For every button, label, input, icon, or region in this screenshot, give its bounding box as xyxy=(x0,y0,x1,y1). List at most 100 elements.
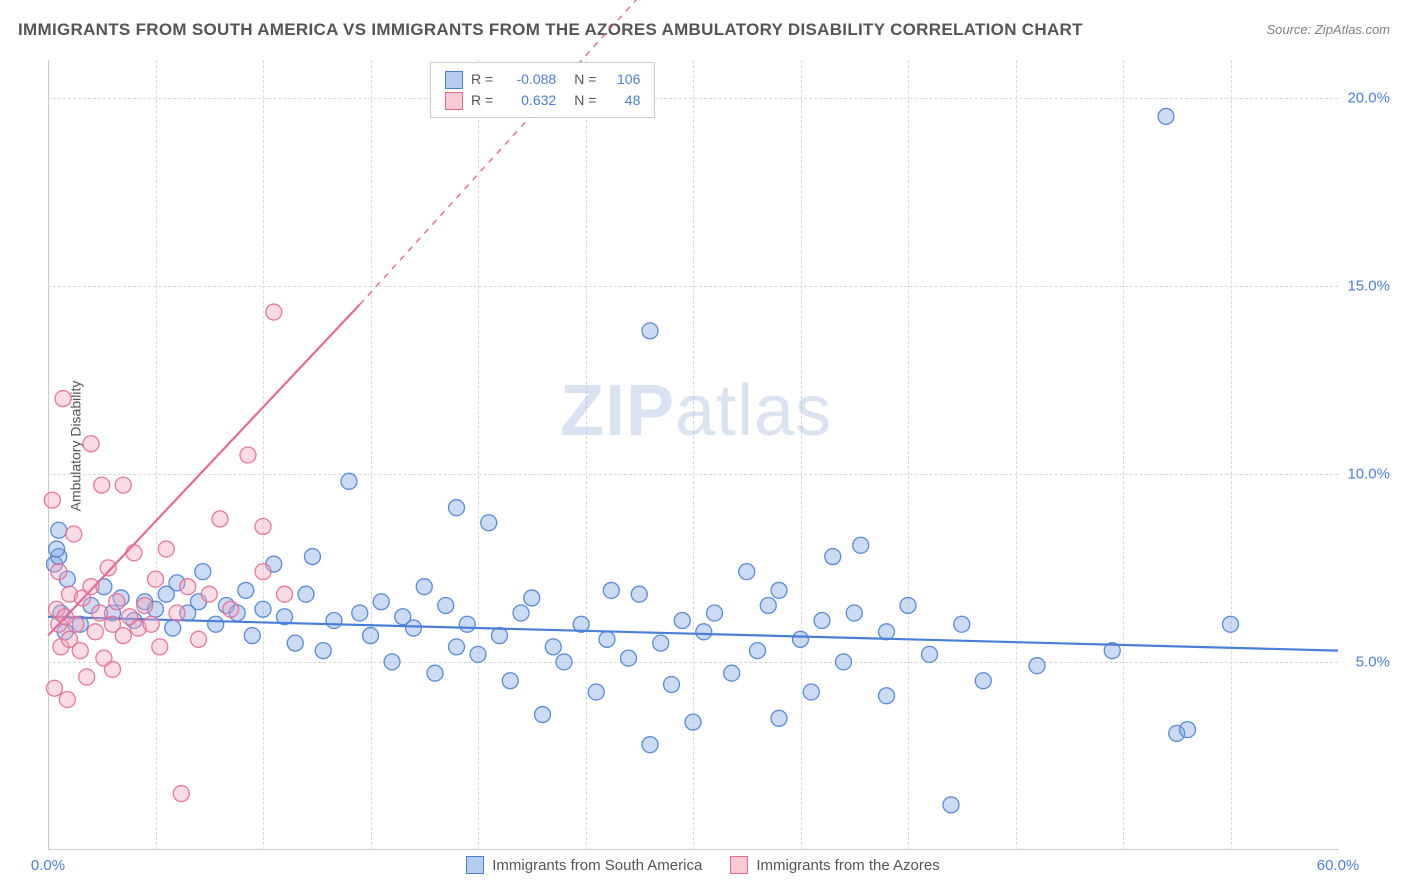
scatter-point xyxy=(642,737,658,753)
scatter-point xyxy=(449,639,465,655)
scatter-point xyxy=(750,643,766,659)
scatter-point xyxy=(427,665,443,681)
scatter-point xyxy=(922,646,938,662)
scatter-point xyxy=(72,643,88,659)
scatter-point xyxy=(79,669,95,685)
scatter-point xyxy=(384,654,400,670)
scatter-point xyxy=(180,579,196,595)
scatter-point xyxy=(126,545,142,561)
scatter-point xyxy=(836,654,852,670)
scatter-point xyxy=(287,635,303,651)
scatter-point xyxy=(943,797,959,813)
scatter-point xyxy=(846,605,862,621)
scatter-point xyxy=(900,597,916,613)
scatter-point xyxy=(707,605,723,621)
scatter-point xyxy=(255,564,271,580)
scatter-point xyxy=(416,579,432,595)
scatter-point xyxy=(266,304,282,320)
scatter-point xyxy=(94,477,110,493)
scatter-point xyxy=(771,582,787,598)
stats-row: R = -0.088 N = 106 xyxy=(445,69,640,90)
legend-swatch xyxy=(466,856,484,874)
scatter-point xyxy=(66,526,82,542)
y-tick-label: 10.0% xyxy=(1347,465,1390,482)
scatter-point xyxy=(255,518,271,534)
scatter-point xyxy=(760,597,776,613)
scatter-point xyxy=(137,597,153,613)
scatter-point xyxy=(481,515,497,531)
scatter-point xyxy=(545,639,561,655)
scatter-point xyxy=(238,582,254,598)
scatter-point xyxy=(83,436,99,452)
scatter-point xyxy=(255,601,271,617)
scatter-point xyxy=(535,707,551,723)
stat-r-value: 0.632 xyxy=(501,90,556,111)
stats-box: R = -0.088 N = 106 R = 0.632 N = 48 xyxy=(430,62,655,118)
scatter-point xyxy=(87,624,103,640)
scatter-point xyxy=(68,616,84,632)
y-tick-label: 15.0% xyxy=(1347,277,1390,294)
scatter-point xyxy=(685,714,701,730)
scatter-point xyxy=(814,613,830,629)
legend-item: Immigrants from the Azores xyxy=(730,856,939,874)
scatter-point xyxy=(631,586,647,602)
scatter-point xyxy=(492,628,508,644)
chart-title: IMMIGRANTS FROM SOUTH AMERICA VS IMMIGRA… xyxy=(18,20,1083,40)
scatter-point xyxy=(55,391,71,407)
scatter-point xyxy=(143,616,159,632)
trend-line xyxy=(48,617,1338,651)
scatter-point xyxy=(277,586,293,602)
stat-n-label: N = xyxy=(574,69,596,90)
y-tick-label: 20.0% xyxy=(1347,89,1390,106)
scatter-point xyxy=(195,564,211,580)
scatter-point xyxy=(556,654,572,670)
scatter-point xyxy=(105,661,121,677)
stat-n-value: 48 xyxy=(604,90,640,111)
stat-r-label: R = xyxy=(471,69,493,90)
trend-line-dashed xyxy=(360,0,650,305)
source-attribution: Source: ZipAtlas.com xyxy=(1266,22,1390,37)
scatter-point xyxy=(879,624,895,640)
scatter-point xyxy=(438,597,454,613)
scatter-point xyxy=(51,522,67,538)
scatter-point xyxy=(92,605,108,621)
scatter-point xyxy=(315,643,331,659)
scatter-point xyxy=(825,549,841,565)
scatter-point xyxy=(1180,722,1196,738)
scatter-point xyxy=(803,684,819,700)
scatter-point xyxy=(49,541,65,557)
scatter-point xyxy=(1158,108,1174,124)
scatter-point xyxy=(674,613,690,629)
scatter-point xyxy=(373,594,389,610)
scatter-point xyxy=(502,673,518,689)
scatter-point xyxy=(165,620,181,636)
scatter-point xyxy=(954,616,970,632)
plot-svg xyxy=(48,60,1338,850)
scatter-point xyxy=(298,586,314,602)
scatter-point xyxy=(326,613,342,629)
trend-line xyxy=(48,305,360,636)
scatter-point xyxy=(208,616,224,632)
scatter-point xyxy=(459,616,475,632)
scatter-point xyxy=(879,688,895,704)
stat-r-label: R = xyxy=(471,90,493,111)
scatter-point xyxy=(1029,658,1045,674)
legend-label: Immigrants from the Azores xyxy=(756,857,939,874)
stat-r-value: -0.088 xyxy=(501,69,556,90)
scatter-point xyxy=(352,605,368,621)
scatter-point xyxy=(83,579,99,595)
scatter-point xyxy=(59,692,75,708)
scatter-point xyxy=(341,473,357,489)
stat-n-value: 106 xyxy=(604,69,640,90)
scatter-point xyxy=(588,684,604,700)
legend-swatch xyxy=(730,856,748,874)
scatter-point xyxy=(158,541,174,557)
scatter-point xyxy=(664,676,680,692)
scatter-point xyxy=(603,582,619,598)
y-tick-label: 5.0% xyxy=(1356,653,1390,670)
scatter-point xyxy=(169,605,185,621)
stat-n-label: N = xyxy=(574,90,596,111)
legend-item: Immigrants from South America xyxy=(466,856,702,874)
scatter-point xyxy=(223,601,239,617)
scatter-point xyxy=(599,631,615,647)
